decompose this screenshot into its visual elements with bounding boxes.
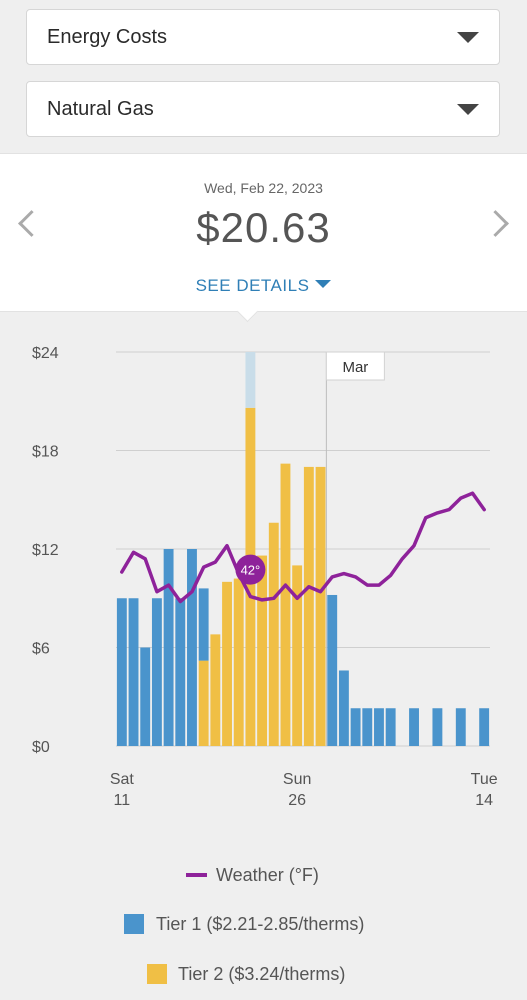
selected-date: Wed, Feb 22, 2023 bbox=[204, 180, 323, 196]
y-tick-label: $18 bbox=[32, 444, 59, 461]
cost-summary-panel: Wed, Feb 22, 2023 $20.63 SEE DETAILS bbox=[0, 153, 527, 312]
energy-costs-dropdown[interactable]: Energy Costs bbox=[26, 9, 500, 65]
bar-tier2 bbox=[268, 522, 279, 746]
legend-label: Weather (°F) bbox=[216, 865, 319, 885]
x-tick-date: 11 bbox=[114, 792, 131, 809]
bar-tier1 bbox=[409, 708, 419, 746]
bar-tier1 bbox=[374, 708, 384, 746]
triangle-down-icon bbox=[315, 280, 332, 288]
bar-tier1 bbox=[385, 708, 396, 746]
bar-tier2 bbox=[280, 463, 291, 746]
y-tick-label: $0 bbox=[32, 739, 50, 756]
x-tick-day: Tue bbox=[471, 771, 498, 788]
bar-tier2 bbox=[198, 660, 209, 746]
bar-tier2 bbox=[233, 578, 244, 746]
bar-tier1 bbox=[245, 352, 256, 408]
x-tick-date: 14 bbox=[475, 792, 493, 809]
dropdown-value: Natural Gas bbox=[47, 98, 154, 120]
dropdown-value: Energy Costs bbox=[47, 26, 168, 48]
bar-tier1 bbox=[140, 647, 151, 746]
legend-box-swatch bbox=[147, 964, 167, 984]
month-marker-label: Mar bbox=[342, 359, 368, 376]
bar-tier1 bbox=[151, 598, 162, 746]
bar-tier1 bbox=[455, 708, 466, 746]
x-tick-day: Sun bbox=[283, 771, 311, 788]
weather-line bbox=[120, 491, 486, 604]
bar-tier1 bbox=[350, 708, 361, 746]
bar-tier1 bbox=[187, 549, 197, 746]
legend-label: Tier 2 ($3.24/therms) bbox=[178, 964, 345, 984]
bar-tier1 bbox=[128, 598, 139, 746]
see-details-label: SEE DETAILS bbox=[195, 276, 310, 295]
bar-tier2 bbox=[292, 565, 303, 746]
see-details-link[interactable]: SEE DETAILS bbox=[0, 276, 527, 296]
bar-tier1 bbox=[198, 588, 209, 661]
energy-cost-chart: Mar $0 $6 $12 $18 $24 42° Sat 11 Sun 26 Tue 14 We… bbox=[32, 345, 498, 984]
y-tick-label: $12 bbox=[32, 542, 59, 559]
x-tick-date: 26 bbox=[288, 792, 306, 809]
legend-label: Tier 1 ($2.21-2.85/therms) bbox=[156, 914, 364, 934]
cost-amount: $20.63 bbox=[196, 204, 331, 251]
bar-tier1 bbox=[116, 598, 127, 746]
weather-marker-bubble bbox=[235, 554, 266, 585]
bar-tier2 bbox=[222, 581, 232, 746]
weather-marker-label: 42° bbox=[241, 563, 261, 578]
bar-tier1 bbox=[338, 670, 349, 746]
y-tick-label: $6 bbox=[32, 641, 50, 658]
fuel-type-dropdown[interactable]: Natural Gas bbox=[26, 81, 500, 137]
x-tick-day: Sat bbox=[110, 771, 135, 788]
month-marker-box bbox=[325, 351, 385, 381]
bar-tier1 bbox=[432, 708, 443, 746]
y-tick-label: $24 bbox=[32, 345, 59, 362]
bar-tier1 bbox=[163, 549, 174, 746]
bar-tier1 bbox=[479, 708, 490, 746]
legend-box-swatch bbox=[124, 914, 144, 934]
bar-tier2 bbox=[315, 466, 326, 746]
bar-tier2 bbox=[210, 634, 221, 746]
chevron-down-icon bbox=[457, 32, 479, 43]
bar-tier1 bbox=[362, 708, 373, 746]
bar-tier2 bbox=[257, 555, 268, 746]
chevron-down-icon bbox=[457, 104, 479, 115]
bar-tier1 bbox=[175, 598, 186, 746]
bar-tier1 bbox=[327, 594, 338, 746]
bar-tier2 bbox=[303, 466, 314, 746]
